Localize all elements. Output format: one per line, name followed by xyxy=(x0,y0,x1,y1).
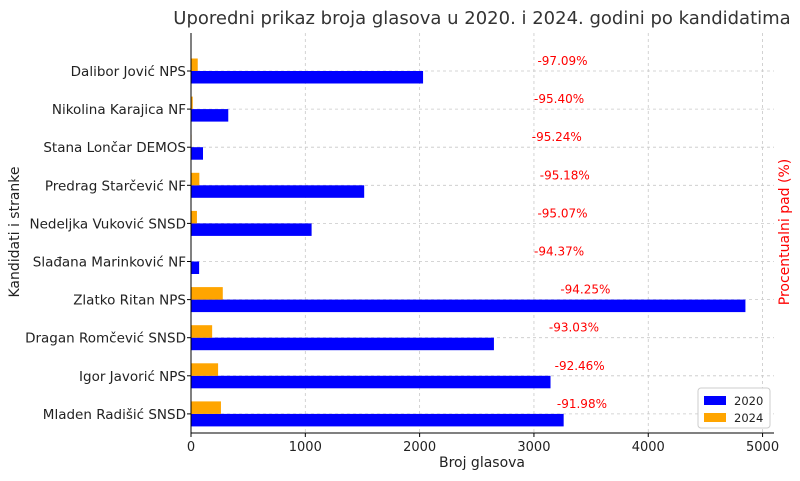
bar-2020 xyxy=(191,376,551,389)
legend-label: 2020 xyxy=(734,394,763,408)
legend-swatch xyxy=(704,396,726,405)
right-axis-label: Procentualni pad (%) xyxy=(777,159,793,305)
bar-2020 xyxy=(191,109,228,122)
bar-2024 xyxy=(191,363,218,376)
bar-2024 xyxy=(191,401,221,414)
bar-2020 xyxy=(191,300,745,313)
percent-drop-label: -91.98% xyxy=(557,397,607,411)
x-tick-label: 1000 xyxy=(289,440,322,455)
bar-2020 xyxy=(191,338,494,351)
x-tick-label: 4000 xyxy=(632,440,665,455)
percent-drop-label: -95.18% xyxy=(540,168,590,182)
bar-2024 xyxy=(191,287,223,300)
bar-2020 xyxy=(191,147,203,160)
y-tick-label: Zlatko Ritan NPS xyxy=(73,293,186,309)
x-tick-label: 0 xyxy=(187,440,195,455)
bar-2024 xyxy=(191,211,197,224)
y-tick-label: Stana Lončar DEMOS xyxy=(43,140,186,156)
y-axis-label: Kandidati i stranke xyxy=(7,166,23,297)
x-tick-label: 3000 xyxy=(517,440,550,455)
percent-drop-label: -97.09% xyxy=(537,54,587,68)
bar-2024 xyxy=(191,59,198,72)
bar-2020 xyxy=(191,185,364,198)
y-tick-label: Dalibor Jović NPS xyxy=(71,64,186,80)
percent-drop-label: -95.07% xyxy=(537,206,587,220)
y-tick-label: Dragan Romčević SNSD xyxy=(25,331,186,347)
y-tick-label: Igor Javorić NPS xyxy=(79,369,186,385)
bar-2020 xyxy=(191,71,423,84)
y-tick-label: Nedeljka Vuković SNSD xyxy=(30,216,186,232)
bar-2024 xyxy=(191,173,199,186)
y-tick-label: Nikolina Karajica NF xyxy=(52,102,186,118)
chart-title: Uporedni prikaz broja glasova u 2020. i … xyxy=(173,8,790,29)
legend: 2020 2024 xyxy=(698,388,770,428)
bar-2020 xyxy=(191,414,564,427)
y-tick-label: Mladen Radišić SNSD xyxy=(43,407,186,423)
legend-label: 2024 xyxy=(734,411,763,425)
bar-2024 xyxy=(191,325,212,338)
y-tick-label: Predrag Starčević NF xyxy=(45,178,186,194)
percent-drop-label: -93.03% xyxy=(549,321,599,335)
percent-drop-label: -95.24% xyxy=(532,130,582,144)
y-tick-label: Slađana Marinković NF xyxy=(33,255,186,271)
x-axis-label: Broj glasova xyxy=(439,455,525,471)
percent-drop-label: -94.25% xyxy=(560,283,610,297)
bar-2020 xyxy=(191,223,312,236)
percent-drop-label: -94.37% xyxy=(534,245,584,259)
legend-swatch xyxy=(704,413,726,422)
percent-drop-label: -95.40% xyxy=(534,92,584,106)
x-tick-label: 5000 xyxy=(746,440,779,455)
axis-layer: 0 1000 2000 3000 4000 5000 Dalibor Jović NPS Ni… xyxy=(25,33,779,455)
bar-2020 xyxy=(191,262,199,275)
annotation-layer: -97.09% -95.40% -95.24% -95.18% -95.07% -94.3… xyxy=(532,54,611,411)
percent-drop-label: -92.46% xyxy=(555,359,605,373)
x-tick-label: 2000 xyxy=(403,440,436,455)
bar-layer xyxy=(191,59,745,427)
